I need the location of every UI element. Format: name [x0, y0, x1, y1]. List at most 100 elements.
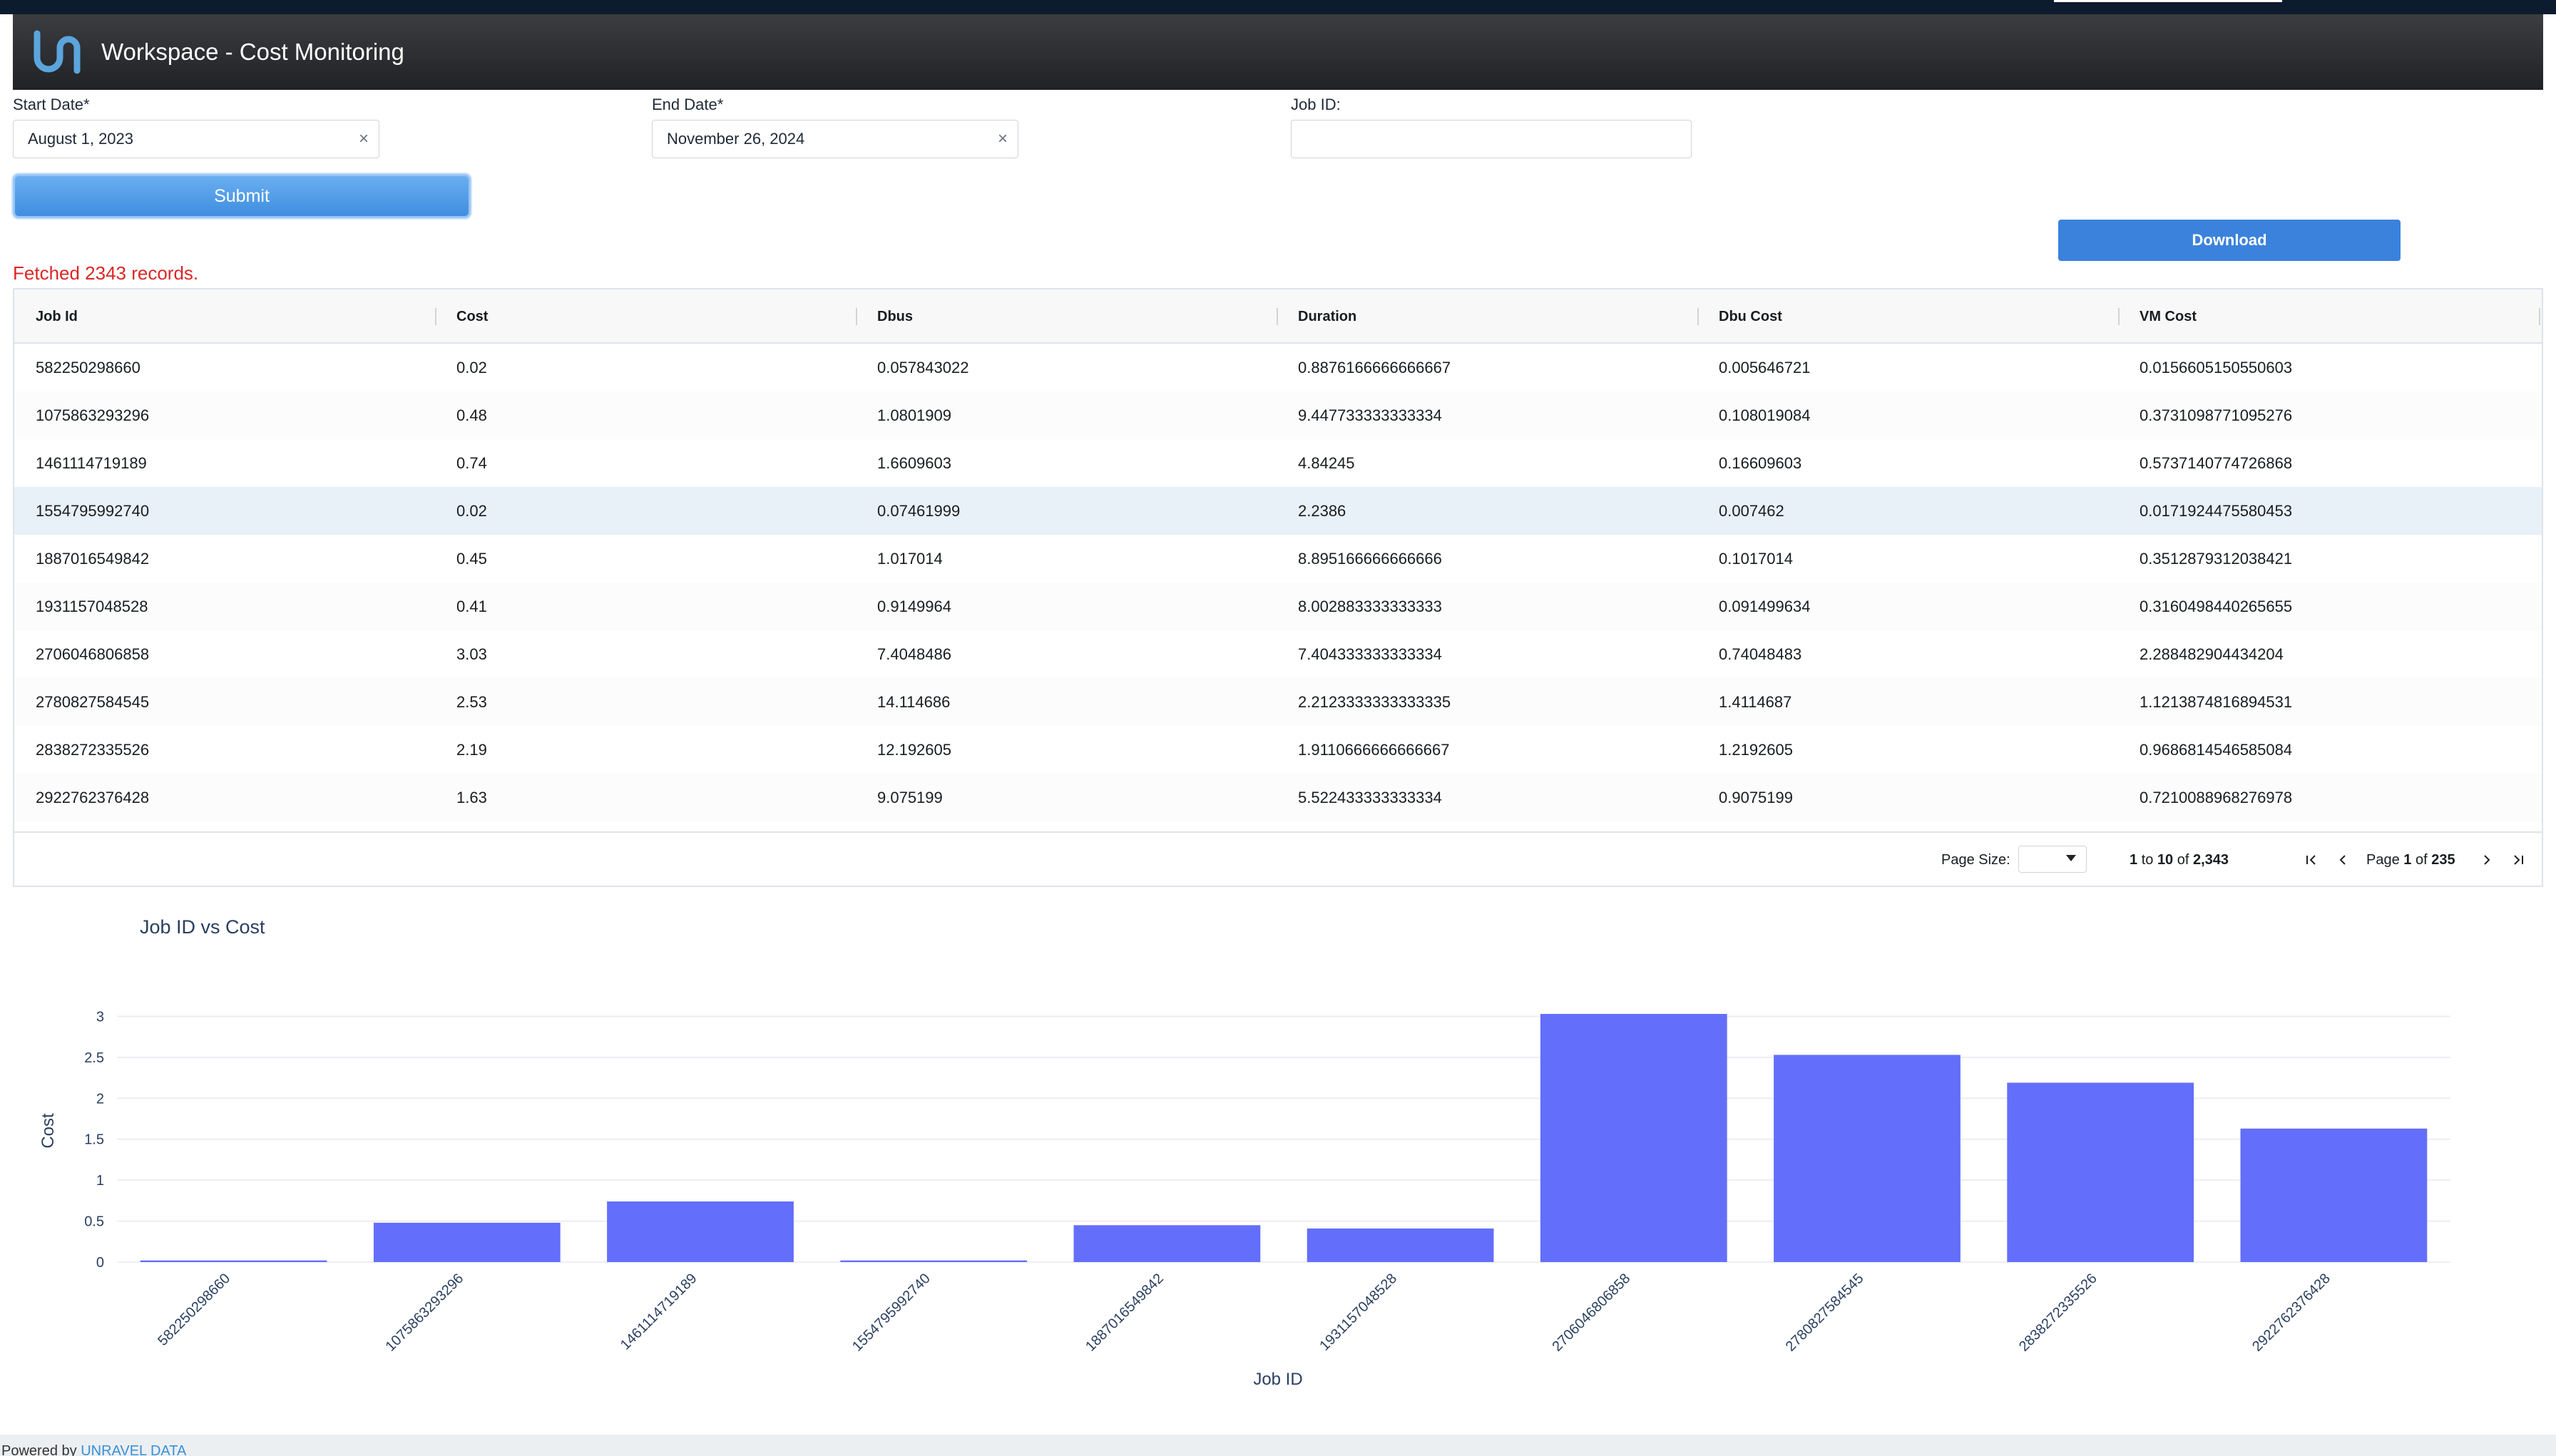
column-header-vm-cost[interactable]: VM Cost — [2140, 308, 2197, 324]
chart-y-axis-label: Cost — [39, 1113, 58, 1149]
chart-bar[interactable] — [1774, 1055, 1961, 1262]
chart-x-tick-label: 2838272335526 — [2016, 1271, 2100, 1355]
column-header-dbu-cost[interactable]: Dbu Cost — [1719, 308, 1782, 324]
chart-y-ticks: 0 0.5 1 1.5 2 2.5 3 — [84, 1009, 104, 1271]
column-header-duration[interactable]: Duration — [1298, 308, 1357, 324]
cell-cost: 0.02 — [456, 501, 487, 520]
cell-vm-cost: 0.3512879312038421 — [2140, 549, 2293, 568]
table-row[interactable]: 2780827584545 2.53 14.114686 2.212333333333… — [14, 678, 2542, 726]
column-resize-handle[interactable] — [2118, 308, 2120, 325]
chevron-down-icon — [2066, 855, 2076, 861]
table-row[interactable]: 1461114719189 0.74 1.6609603 4.84245 0.16609… — [14, 439, 2542, 487]
table-row[interactable]: 1887016549842 0.45 1.017014 8.8951666666666… — [14, 535, 2542, 583]
clear-start-date-icon[interactable]: × — [358, 129, 369, 148]
column-resize-handle[interactable] — [856, 308, 857, 325]
cell-dbu-cost: 0.091499634 — [1719, 597, 1811, 615]
prev-page-icon[interactable] — [2332, 847, 2353, 873]
cell-duration: 0.8876166666666667 — [1298, 358, 1451, 376]
end-date-value: November 26, 2024 — [667, 130, 805, 148]
cell-vm-cost: 0.3160498440265655 — [2140, 597, 2293, 615]
chart-bar[interactable] — [2240, 1128, 2428, 1262]
page-of-word: of — [2415, 851, 2428, 868]
column-resize-handle[interactable] — [1277, 308, 1278, 325]
chart-bar[interactable] — [840, 1260, 1028, 1262]
cell-vm-cost: 0.9686814546585084 — [2140, 740, 2293, 759]
cell-dbus: 0.057843022 — [877, 358, 969, 376]
chart-bar[interactable] — [607, 1201, 794, 1262]
first-page-icon[interactable] — [2301, 847, 2322, 873]
start-date-label: Start Date* — [13, 96, 90, 113]
chart-bar[interactable] — [1540, 1014, 1727, 1262]
cell-dbus: 1.0801909 — [877, 406, 951, 424]
next-page-icon[interactable] — [2476, 847, 2498, 873]
table-row[interactable]: 2922762376428 1.63 9.075199 5.5224333333333… — [14, 774, 2542, 821]
cell-dbus: 9.075199 — [877, 788, 943, 806]
cell-dbu-cost: 1.2192605 — [1719, 740, 1793, 759]
records-table: Job Id Cost Dbus Duration Dbu Cost VM Co… — [13, 288, 2543, 887]
page-indicator: Page 1 of 235 — [2366, 833, 2455, 887]
total-rows: 2,343 — [2193, 851, 2229, 868]
column-header-job-id[interactable]: Job Id — [36, 308, 78, 324]
table-row[interactable]: 2706046806858 3.03 7.4048486 7.404333333333… — [14, 630, 2542, 678]
app-header: Workspace - Cost Monitoring — [13, 14, 2543, 90]
page-size-select[interactable] — [2018, 846, 2087, 873]
download-button[interactable]: Download — [2058, 220, 2401, 261]
chart-bar[interactable] — [1073, 1225, 1261, 1262]
last-page-icon[interactable] — [2508, 847, 2529, 873]
column-header-dbus[interactable]: Dbus — [877, 308, 913, 324]
footer-unravel-link[interactable]: UNRAVEL DATA — [81, 1443, 187, 1456]
cell-vm-cost: 0.3731098771095276 — [2140, 406, 2293, 424]
chart-bar[interactable] — [1307, 1228, 1494, 1262]
cell-dbus: 7.4048486 — [877, 645, 951, 663]
cell-vm-cost: 0.5737140774726868 — [2140, 453, 2293, 472]
page-current: 1 — [2403, 851, 2412, 868]
cell-dbus: 0.9149964 — [877, 597, 951, 615]
status-message: Fetched 2343 records. — [13, 262, 199, 284]
cell-dbus: 1.017014 — [877, 549, 943, 568]
footer-prefix: Powered by — [1, 1443, 77, 1456]
chart-y-tick-label: 2.5 — [84, 1050, 104, 1066]
clear-end-date-icon[interactable]: × — [997, 129, 1008, 148]
range-of-word: of — [2177, 851, 2189, 868]
table-row[interactable]: 582250298660 0.02 0.057843022 0.88761666666… — [14, 344, 2542, 391]
cell-dbu-cost: 0.16609603 — [1719, 453, 1802, 472]
table-header: Job Id Cost Dbus Duration Dbu Cost VM Co… — [14, 289, 2542, 344]
start-date-input[interactable]: August 1, 2023 × — [13, 120, 379, 158]
table-row[interactable]: 1931157048528 0.41 0.9149964 8.002883333333… — [14, 583, 2542, 630]
column-resize-handle[interactable] — [1697, 308, 1699, 325]
start-date-value: August 1, 2023 — [28, 130, 134, 148]
cell-cost: 3.03 — [456, 645, 487, 663]
chart-x-tick-label: 1554795992740 — [849, 1271, 934, 1355]
job-id-input[interactable] — [1291, 120, 1692, 158]
cell-dbu-cost: 0.005646721 — [1719, 358, 1811, 376]
submit-button[interactable]: Submit — [13, 174, 471, 218]
end-date-label: End Date* — [652, 96, 724, 113]
table-row[interactable]: 2838272335526 2.19 12.192605 1.911066666666… — [14, 726, 2542, 774]
table-row[interactable]: 1554795992740 0.02 0.07461999 2.2386 0.00746… — [14, 487, 2542, 535]
cell-job-id: 2922762376428 — [36, 788, 150, 806]
chart-x-tick-label: 1887016549842 — [1083, 1271, 1167, 1355]
cell-dbu-cost: 0.1017014 — [1719, 549, 1793, 568]
chart-bar[interactable] — [2007, 1082, 2194, 1262]
end-date-input[interactable]: November 26, 2024 × — [652, 120, 1018, 158]
chart-bar[interactable] — [373, 1222, 561, 1262]
chart-x-tick-label: 2706046806858 — [1550, 1271, 1634, 1355]
column-resize-handle[interactable] — [435, 308, 436, 325]
chart-x-tick-label: 1931157048528 — [1317, 1271, 1400, 1354]
cell-cost: 0.45 — [456, 549, 487, 568]
table-row[interactable]: 1075863293296 0.48 1.0801909 9.447733333333… — [14, 391, 2542, 439]
cell-job-id: 2780827584545 — [36, 692, 150, 711]
column-resize-handle[interactable] — [2539, 308, 2540, 325]
cell-dbus: 14.114686 — [877, 692, 951, 711]
cell-duration: 7.404333333333334 — [1298, 645, 1442, 663]
job-id-label: Job ID: — [1291, 96, 1341, 113]
cell-vm-cost: 0.7210088968276978 — [2140, 788, 2293, 806]
chart-bar[interactable] — [140, 1260, 327, 1262]
cell-job-id: 1075863293296 — [36, 406, 150, 424]
cell-job-id: 1931157048528 — [36, 597, 148, 615]
chart-y-tick-label: 3 — [96, 1009, 104, 1025]
column-header-cost[interactable]: Cost — [456, 308, 489, 324]
cell-duration: 8.895166666666666 — [1298, 549, 1442, 568]
cell-cost: 2.19 — [456, 740, 487, 759]
